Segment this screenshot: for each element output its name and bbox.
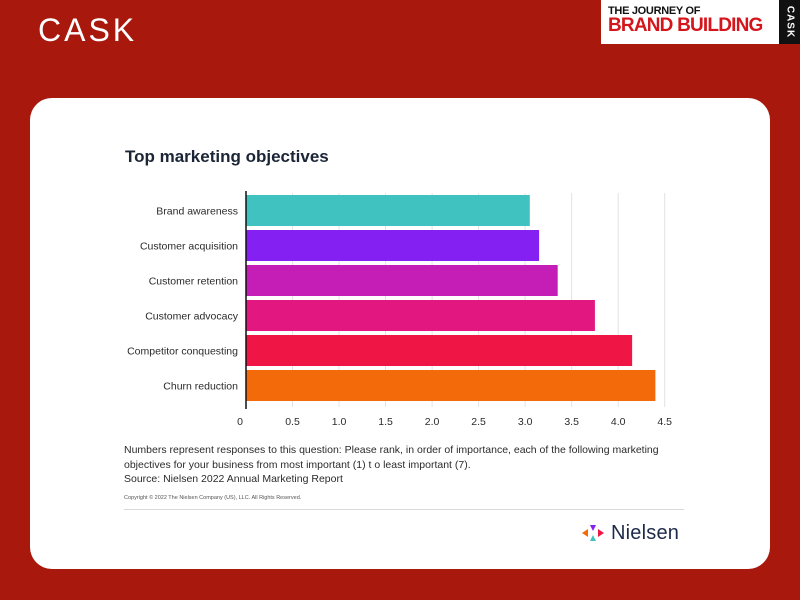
badge-line1: THE JOURNEY OF	[608, 5, 701, 17]
x-tick-label: 4.0	[611, 416, 626, 428]
badge-line2: BRAND BUILDING	[608, 15, 763, 36]
category-label: Customer retention	[149, 276, 238, 288]
x-tick-label: 2.5	[471, 416, 486, 428]
badge-side-tab: CASK	[779, 0, 800, 44]
x-tick-label: 3.0	[518, 416, 533, 428]
divider	[124, 509, 684, 510]
badge-side-text: CASK	[784, 5, 795, 39]
brand-building-badge: THE JOURNEY OF BRAND BUILDING CASK	[601, 0, 800, 44]
source-text: Source: Nielsen 2022 Annual Marketing Re…	[124, 473, 343, 485]
x-tick-label: 1.5	[378, 416, 393, 428]
nielsen-logo-icon	[582, 525, 604, 541]
footnote: Numbers represent responses to this ques…	[124, 444, 659, 471]
bar	[246, 370, 656, 401]
x-tick-label: 0.5	[285, 416, 300, 428]
nielsen-brand: Nielsen	[581, 518, 679, 548]
category-label: Brand awareness	[156, 206, 238, 218]
bar	[246, 300, 595, 331]
cask-logo: CASK	[38, 12, 138, 48]
x-tick-label: 1.0	[332, 416, 347, 428]
x-tick-label: 3.5	[564, 416, 579, 428]
chart-card: Top marketing objectives Brand awareness…	[30, 98, 770, 569]
chart-title: Top marketing objectives	[125, 147, 329, 166]
copyright-text: Copyright © 2022 The Nielsen Company (US…	[124, 495, 302, 501]
bar	[246, 195, 530, 226]
brand-name: Nielsen	[611, 521, 680, 544]
bar	[246, 265, 558, 296]
bar	[246, 230, 540, 261]
category-label: Customer advocacy	[145, 311, 239, 323]
category-label: Customer acquisition	[140, 241, 238, 253]
category-label: Competitor conquesting	[127, 346, 238, 358]
x-tick-label: 4.5	[657, 416, 672, 428]
x-tick-label: 2.0	[425, 416, 440, 428]
category-label: Churn reduction	[163, 381, 238, 393]
bar	[246, 335, 633, 366]
bar-chart: Brand awareness Customer acquisition Custo…	[127, 191, 672, 428]
x-tick-label: 0	[237, 416, 243, 428]
